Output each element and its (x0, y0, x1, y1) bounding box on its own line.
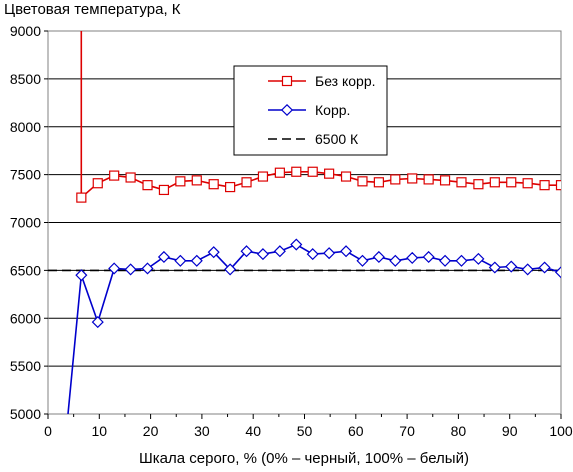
data-point (158, 184, 170, 196)
data-point (142, 180, 153, 191)
x-tick-label: 50 (297, 423, 313, 439)
x-tick-label: 20 (143, 423, 159, 439)
data-point (273, 245, 286, 258)
x-tick-label: 80 (451, 423, 467, 439)
data-point (357, 176, 368, 187)
data-point (225, 181, 236, 193)
x-tick-label: 0 (44, 423, 52, 439)
data-point (224, 263, 237, 276)
legend-items: Без корр. Корр. 6500 К (268, 73, 376, 147)
data-point (76, 192, 87, 203)
legend-label: Корр. (315, 102, 350, 118)
y-tick-label: 7000 (10, 215, 41, 231)
data-point (390, 174, 401, 185)
data-point (190, 254, 203, 267)
data-point (506, 177, 517, 188)
y-tick-label: 8500 (10, 71, 41, 87)
data-point (373, 177, 384, 188)
data-point (175, 176, 186, 187)
data-point (208, 179, 219, 190)
data-point (406, 251, 419, 264)
data-point (174, 254, 187, 267)
data-point (522, 178, 533, 189)
data-point (422, 250, 435, 264)
data-point (554, 266, 561, 279)
data-point (505, 260, 518, 273)
data-point (455, 254, 468, 267)
data-point (439, 254, 452, 267)
data-point (75, 269, 88, 282)
legend-marker (280, 103, 294, 117)
y-tick-label: 7500 (10, 167, 41, 183)
data-point (439, 175, 451, 186)
data-point (141, 262, 154, 275)
data-point (241, 177, 252, 188)
data-point (340, 171, 352, 182)
data-point (307, 166, 318, 177)
data-point (323, 247, 336, 260)
y-tick-label: 9000 (10, 23, 41, 39)
data-point (489, 177, 500, 188)
data-point (472, 252, 485, 265)
x-tick-label: 100 (549, 423, 573, 439)
data-point (256, 248, 269, 261)
data-point (92, 178, 103, 189)
data-point (124, 263, 137, 276)
data-point (555, 180, 561, 191)
y-axis-title: Цветовая температура, К (4, 1, 181, 18)
data-point (290, 238, 303, 251)
data-point (456, 177, 467, 188)
series-без-корр (76, 31, 561, 203)
legend-box (233, 65, 388, 156)
data-point (125, 172, 136, 183)
series-layer (48, 31, 561, 414)
data-point (109, 170, 120, 181)
data-point (356, 254, 369, 267)
legend-label: 6500 К (315, 131, 359, 147)
y-tick-label: 6000 (10, 310, 41, 326)
data-point (191, 175, 202, 186)
x-tick-label: 30 (194, 423, 210, 439)
data-point (291, 166, 302, 177)
data-point (473, 179, 484, 190)
data-point (324, 168, 335, 179)
legend-marker (281, 75, 293, 87)
data-point (372, 250, 385, 264)
y-tick-label: 5000 (10, 406, 41, 422)
data-point (157, 250, 170, 264)
y-tick-label: 5500 (10, 358, 41, 374)
legend-item: Без корр. (268, 73, 376, 89)
data-point (274, 167, 285, 178)
x-tick-label: 40 (245, 423, 261, 439)
data-point (257, 171, 269, 182)
data-point (108, 262, 121, 275)
legend: Без корр. Корр. 6500 К (233, 65, 388, 156)
x-tick-label: 70 (399, 423, 415, 439)
axis-layer: 5000 5500 6000 6500 7000 7500 8000 8500 9000 0 10 2… (10, 23, 573, 439)
data-point (539, 180, 550, 191)
series-корр (67, 238, 561, 414)
data-point (423, 174, 434, 185)
data-point (306, 248, 319, 261)
data-point (538, 261, 551, 274)
legend-item: 6500 К (268, 131, 359, 147)
data-point (488, 261, 501, 274)
data-point (521, 263, 534, 276)
y-tick-label: 8000 (10, 119, 41, 135)
x-axis-title: Шкала серого, % (0% – черный, 100% – бел… (139, 450, 469, 467)
x-tick-label: 10 (92, 423, 108, 439)
legend-item: Корр. (268, 102, 350, 118)
y-tick-label: 6500 (10, 262, 41, 278)
data-point (91, 316, 104, 329)
legend-label: Без корр. (315, 73, 376, 89)
x-tick-label: 60 (348, 423, 364, 439)
x-tick-label: 90 (502, 423, 518, 439)
data-point (240, 245, 253, 258)
data-point (340, 245, 353, 258)
data-point (389, 254, 402, 267)
data-point (207, 246, 220, 259)
data-point (407, 173, 418, 184)
